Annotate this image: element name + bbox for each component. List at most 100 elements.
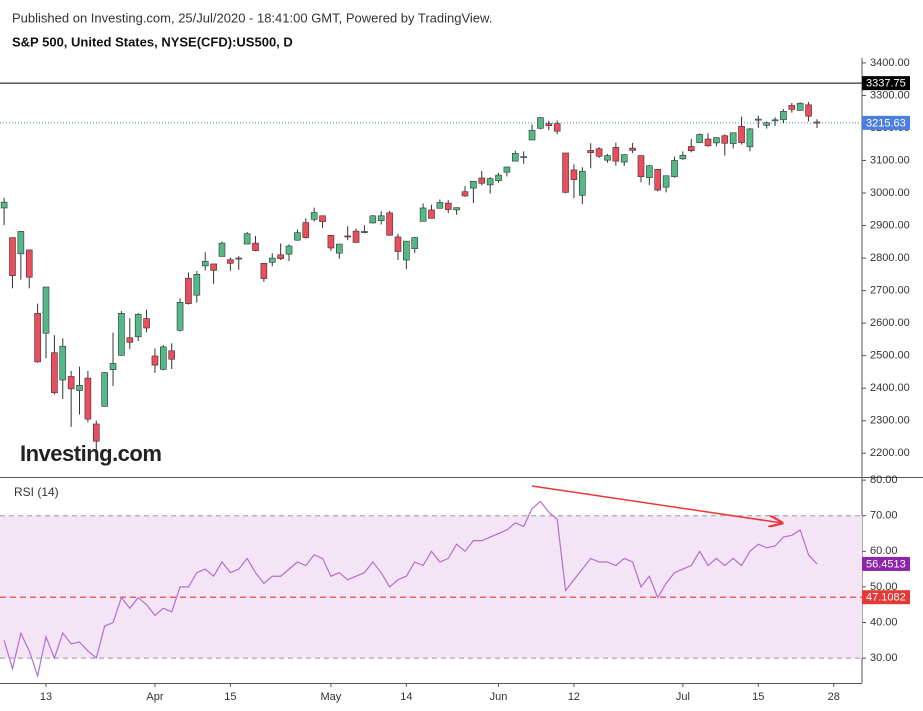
x-tick-label: 15 <box>752 691 764 703</box>
candle-body <box>109 363 117 370</box>
candle-body <box>713 137 720 144</box>
candle-body <box>193 274 201 296</box>
price-tag <box>862 115 910 130</box>
y-tick-label: 2900.00 <box>870 219 910 231</box>
candle-body <box>218 242 226 257</box>
y-tick-label: 70.00 <box>870 510 898 522</box>
candle-body <box>277 254 284 260</box>
candle-body <box>813 121 821 124</box>
candle-body <box>394 236 402 252</box>
rsi-pane <box>0 500 862 679</box>
y-tick-label: 2400.00 <box>870 382 910 394</box>
rsi-band <box>0 515 862 659</box>
candle-body <box>763 122 770 126</box>
candle-body <box>696 134 703 143</box>
candle-body <box>738 126 745 143</box>
candle-body <box>495 174 502 181</box>
candle-body <box>662 175 670 188</box>
y-tick-label: 80.00 <box>870 474 898 486</box>
candle-body <box>570 169 578 180</box>
candle-body <box>252 242 259 251</box>
candle-body <box>201 261 209 267</box>
y-tick-label: 50.00 <box>870 581 898 593</box>
y-tick-label: 2200.00 <box>870 447 910 459</box>
candle-body <box>671 160 678 178</box>
candle-body <box>386 212 393 236</box>
candle-body <box>84 377 92 420</box>
candle-body <box>771 119 779 122</box>
candle-body <box>553 123 561 132</box>
chart-title: S&P 500, United States, NYSE(CFD):US500,… <box>12 34 293 49</box>
candle-body <box>746 128 754 148</box>
candle-body <box>310 212 318 220</box>
candle-body <box>520 156 527 158</box>
candle-body <box>51 352 58 394</box>
y-tick-label: 60.00 <box>870 545 898 557</box>
candle-body <box>511 153 519 162</box>
candle-body <box>403 240 410 261</box>
candle-body <box>67 376 75 390</box>
y-tick-label: 2600.00 <box>870 317 910 329</box>
x-tick-label: 28 <box>828 691 840 703</box>
x-tick-label: 15 <box>224 691 236 703</box>
candle-body <box>470 180 477 189</box>
candle-body <box>687 146 695 152</box>
watermark: Investing.com <box>20 441 161 466</box>
candle-body <box>17 231 25 255</box>
y-tick-label: 30.00 <box>870 652 898 664</box>
candle-body <box>34 313 41 363</box>
candle-body <box>76 384 83 391</box>
candle-body <box>42 286 50 334</box>
candle-body <box>260 262 268 279</box>
y-tick-label: 3000.00 <box>870 187 910 199</box>
rsi-line <box>3 500 818 679</box>
x-tick-label: Jul <box>676 691 690 703</box>
candle-body <box>595 148 603 157</box>
candle-body <box>302 222 310 238</box>
candle-body <box>327 234 335 249</box>
candle-body <box>444 202 452 210</box>
x-tick-label: Jun <box>490 691 508 703</box>
x-tick-label: 13 <box>40 691 52 703</box>
candle-body <box>528 129 536 141</box>
candle-body <box>805 104 812 117</box>
y-tick-label: 2700.00 <box>870 285 910 297</box>
candle-body <box>461 191 469 197</box>
y-tick-label: 2300.00 <box>870 415 910 427</box>
y-tick-label: 2500.00 <box>870 350 910 362</box>
candle-body <box>679 154 687 160</box>
candle-body <box>361 231 368 233</box>
candle-body <box>604 155 611 161</box>
candle-body <box>478 177 486 184</box>
candle-body <box>419 207 427 222</box>
price-tag-label: 3215.63 <box>866 117 906 129</box>
candle-body <box>134 314 142 338</box>
rsi-title: RSI (14) <box>14 485 59 499</box>
candle-body <box>243 233 251 245</box>
candle-body <box>235 257 243 260</box>
candle-body <box>620 154 628 163</box>
price-tag <box>862 590 910 605</box>
candle-body <box>562 152 569 193</box>
candle-body <box>0 201 8 209</box>
candle-body <box>721 135 729 144</box>
candle-body <box>754 118 762 121</box>
x-tick-label: 14 <box>400 691 412 703</box>
candle-body <box>227 259 234 264</box>
x-tick-label: Apr <box>146 691 163 703</box>
candle-body <box>143 318 150 329</box>
candle-body <box>428 209 435 219</box>
candle-body <box>369 215 377 224</box>
candle-body <box>704 138 712 147</box>
candle-body <box>268 257 276 263</box>
candle-body <box>9 237 16 276</box>
candle-body <box>377 215 385 221</box>
candle-body <box>319 215 326 222</box>
candle-body <box>151 355 159 366</box>
candle-body <box>126 337 134 343</box>
candle-body <box>285 245 293 255</box>
candle-body <box>729 132 737 144</box>
axes: 2200.00 2300.00 2400.00 2500.00 2600.00 2700.… <box>40 57 910 703</box>
candle-body <box>612 147 620 162</box>
